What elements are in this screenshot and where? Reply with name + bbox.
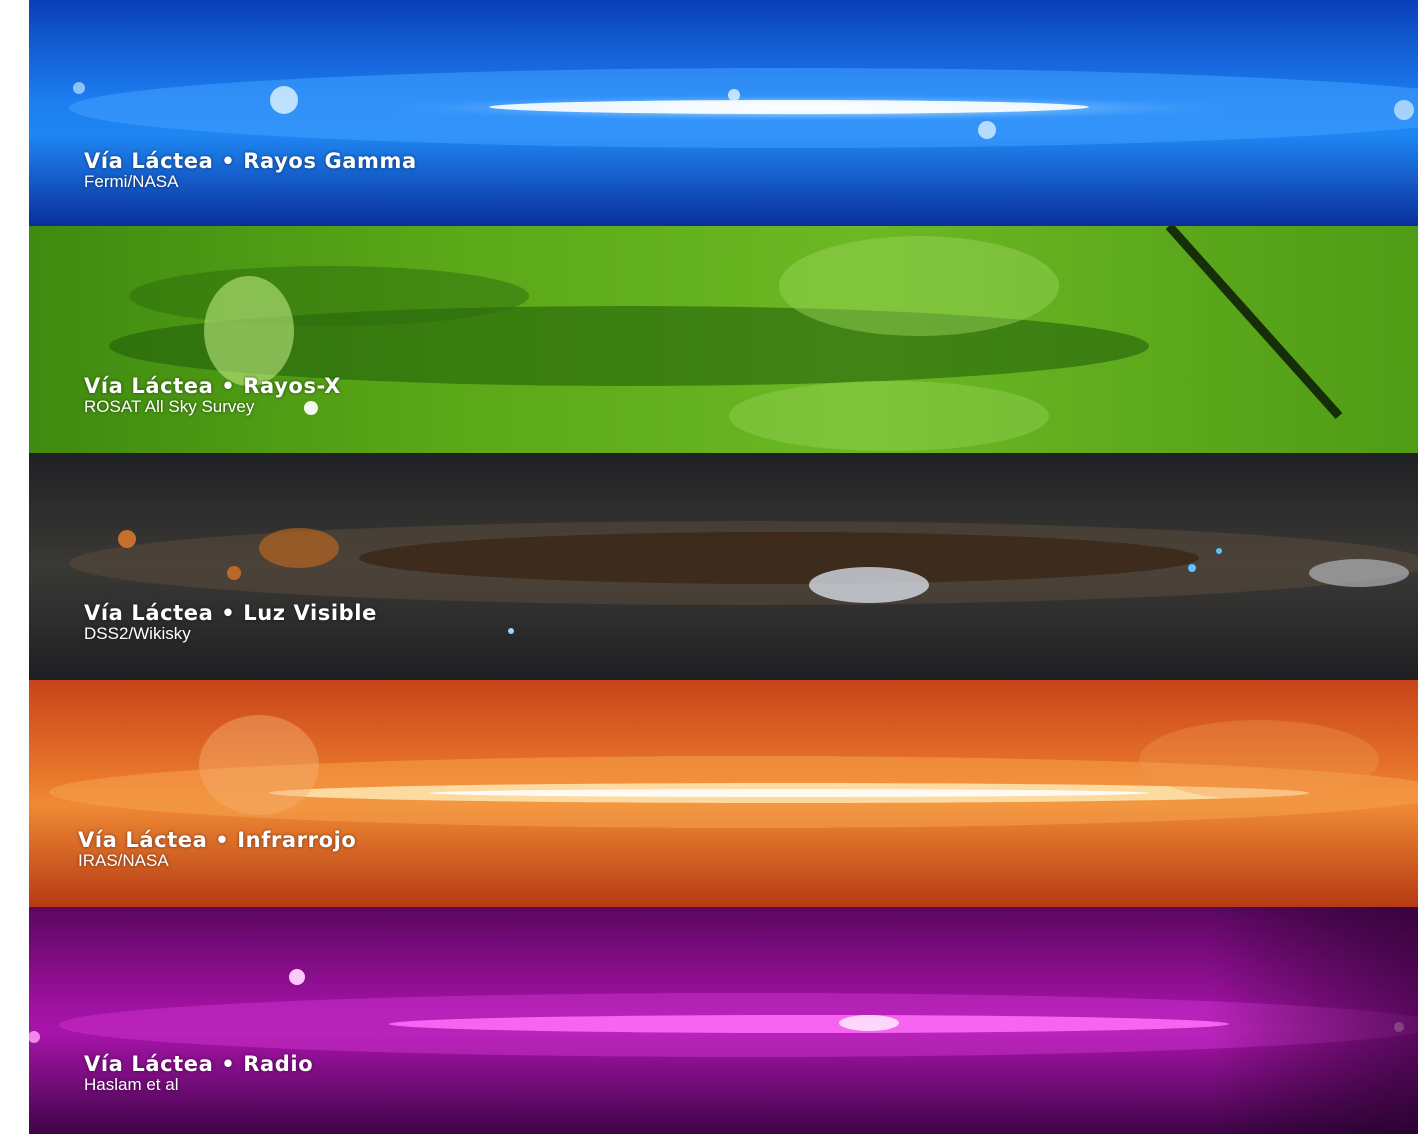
band-title: Vía Láctea • Infrarrojo [78, 828, 357, 852]
band-visible-light: Vía Láctea • Luz Visible DSS2/Wikisky [29, 453, 1418, 680]
milky-way-multiwavelength-panel: Vía Láctea • Rayos Gamma Fermi/NASA [29, 0, 1418, 1134]
band-credit: ROSAT All Sky Survey [84, 397, 255, 416]
band-title: Vía Láctea • Rayos-X [84, 374, 341, 398]
band-caption: Vía Láctea • Infrarrojo IRAS/NASA [78, 829, 356, 870]
visible-light-sky-image [29, 453, 1418, 680]
radio-sky-image [29, 907, 1418, 1134]
band-infrared: Vía Láctea • Infrarrojo IRAS/NASA [29, 680, 1418, 907]
band-title: Vía Láctea • Radio [84, 1052, 314, 1076]
gamma-ray-sky-image [29, 0, 1418, 226]
band-radio: Vía Láctea • Radio Haslam et al [29, 907, 1418, 1134]
band-credit: Fermi/NASA [84, 172, 179, 191]
band-caption: Vía Láctea • Rayos Gamma Fermi/NASA [84, 150, 417, 191]
band-title: Vía Láctea • Rayos Gamma [84, 149, 417, 173]
band-credit: Haslam et al [84, 1075, 179, 1094]
band-caption: Vía Láctea • Rayos-X ROSAT All Sky Surve… [84, 375, 341, 416]
band-caption: Vía Láctea • Radio Haslam et al [84, 1053, 313, 1094]
band-title: Vía Láctea • Luz Visible [84, 601, 377, 625]
band-credit: DSS2/Wikisky [84, 624, 191, 643]
x-ray-sky-image [29, 226, 1418, 453]
band-credit: IRAS/NASA [78, 851, 169, 870]
band-x-rays: Vía Láctea • Rayos-X ROSAT All Sky Surve… [29, 226, 1418, 453]
infrared-sky-image [29, 680, 1418, 907]
band-caption: Vía Láctea • Luz Visible DSS2/Wikisky [84, 602, 377, 643]
band-gamma-rays: Vía Láctea • Rayos Gamma Fermi/NASA [29, 0, 1418, 226]
